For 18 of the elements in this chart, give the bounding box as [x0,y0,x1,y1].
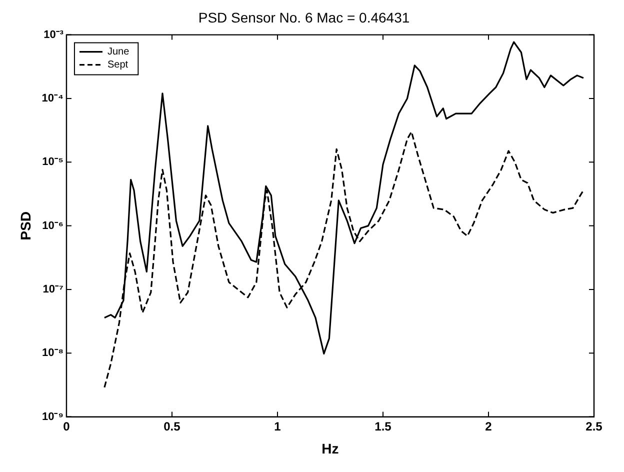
y-tick-label: 10⁻⁴ [42,92,64,104]
chart-title: PSD Sensor No. 6 Mac = 0.46431 [198,9,410,26]
y-tick-label: 10⁻⁷ [42,284,64,296]
x-tick-label: 2 [485,419,492,434]
y-tick-label: 10⁻³ [44,28,64,41]
x-tick-label: 2.5 [586,419,603,434]
y-tick-label: 10⁻⁹ [42,410,64,423]
x-axis-title: Hz [322,440,339,456]
x-tick-label: 1 [274,419,282,434]
y-axis-title: PSD [17,211,34,240]
y-tick-label: 10⁻⁸ [42,347,64,360]
x-tick-label: 1.5 [374,419,392,434]
y-tick-label: 10⁻⁵ [42,156,64,168]
x-tick-label: 0 [63,419,70,434]
y-tick-label: 10⁻⁶ [42,220,64,232]
x-tick-label: 0.5 [164,419,181,434]
legend-label: June [107,46,130,58]
legend-label: Sept [107,60,128,71]
